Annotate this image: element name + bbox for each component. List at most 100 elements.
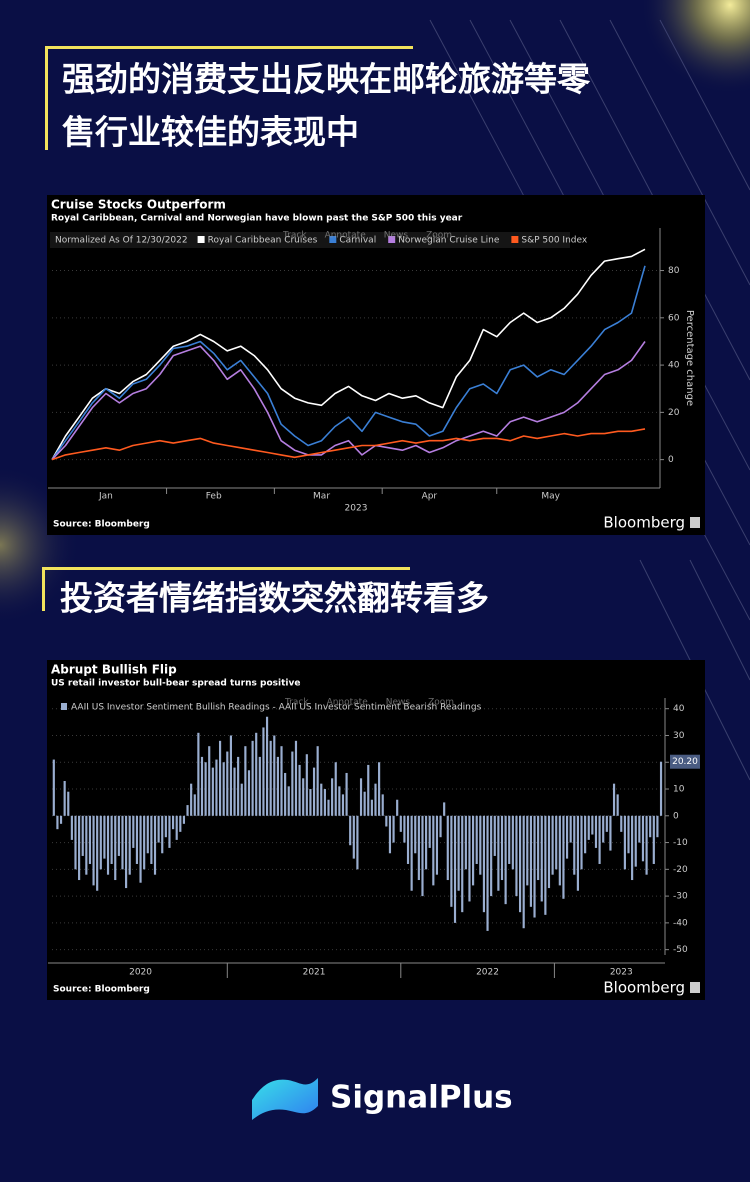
bar: [468, 815, 471, 902]
bar: [128, 815, 131, 875]
legend-background: [50, 232, 570, 248]
x-tick-label: Mar: [313, 492, 330, 502]
series-line: [51, 428, 646, 461]
bar: [388, 815, 392, 854]
brand-name: SignalPlus: [330, 1080, 513, 1116]
bar: [620, 815, 623, 832]
logo-icon: [690, 517, 700, 528]
bar: [211, 767, 214, 816]
x-tick-label: Apr: [422, 492, 438, 502]
heading-text: 强劲的消费支出反映在邮轮旅游等零: [62, 60, 591, 99]
bar: [125, 815, 128, 889]
bar: [540, 815, 543, 902]
bar: [182, 815, 186, 824]
brand: SignalPlus: [252, 1078, 513, 1120]
x-tick-label: 2022: [476, 968, 499, 978]
bar: [475, 815, 478, 864]
bar: [204, 762, 207, 816]
legend-swatch: [329, 236, 337, 243]
bar: [641, 815, 645, 862]
value-label-box: [670, 754, 700, 769]
bar: [132, 815, 135, 848]
bar: [193, 794, 196, 816]
chart-subtitle: Royal Caribbean, Carnival and Norwegian …: [51, 214, 463, 224]
bar: [139, 815, 142, 883]
bar: [280, 746, 283, 816]
bar: [233, 767, 236, 816]
bar: [392, 815, 395, 843]
bar: [399, 815, 402, 832]
y-tick-label: 20: [668, 408, 680, 418]
bar: [255, 732, 258, 816]
bar: [602, 815, 605, 843]
bar: [345, 772, 348, 816]
bar: [385, 815, 388, 827]
y-tick-label: 40: [673, 704, 685, 714]
x-tick-label: Feb: [206, 492, 222, 502]
bar: [435, 815, 439, 875]
bar: [114, 815, 117, 881]
bar: [652, 815, 655, 864]
y-tick-label: -30: [673, 892, 688, 902]
bar: [273, 735, 276, 816]
y-tick-label: -40: [673, 918, 688, 928]
bar: [338, 786, 341, 816]
legend-swatch: [511, 236, 519, 243]
bar: [146, 815, 149, 854]
heading-text: 投资者情绪指数突然翻转看多: [60, 579, 489, 618]
toolbar-item: News: [384, 231, 409, 241]
bar: [218, 740, 222, 816]
y-tick-label: 60: [668, 313, 680, 323]
bar: [269, 740, 272, 816]
y-tick-label: -50: [673, 945, 688, 955]
bar: [529, 815, 532, 907]
bar: [316, 746, 319, 816]
bar: [143, 815, 146, 870]
y-tick-label: -20: [673, 865, 688, 875]
bar: [490, 815, 493, 897]
bar: [258, 756, 261, 816]
bar: [251, 740, 254, 816]
bar: [612, 783, 616, 816]
bar: [453, 815, 457, 923]
bar: [547, 815, 551, 889]
y-tick-label: 80: [668, 266, 680, 276]
bar: [443, 802, 446, 816]
toolbar-item: Track: [282, 231, 307, 241]
legend-label: AAII US Investor Sentiment Bullish Readi…: [71, 703, 482, 713]
legend-label: Carnival: [339, 236, 376, 246]
bar: [537, 815, 540, 881]
series-line: [51, 265, 646, 461]
bar: [446, 815, 449, 881]
bar: [294, 740, 298, 816]
bar: [320, 783, 323, 816]
x-axis-label: 2023: [345, 504, 368, 514]
bar: [428, 815, 431, 848]
bar: [472, 815, 475, 886]
bar: [558, 815, 561, 886]
bar: [482, 815, 486, 913]
bar: [598, 815, 601, 864]
legend-note: Normalized As Of 12/30/2022: [55, 236, 188, 246]
bar: [186, 805, 189, 816]
bar: [305, 754, 308, 816]
heading-bar: [42, 567, 410, 570]
bar: [135, 815, 139, 864]
bar: [497, 815, 500, 891]
chart: Abrupt Bullish Flip US retail investor bu…: [47, 660, 705, 1000]
legend-label: Royal Caribbean Cruises: [208, 236, 318, 246]
bar: [334, 762, 337, 816]
heading-text: 售行业较佳的表现中: [62, 113, 359, 152]
toolbar-item: Track: [284, 698, 309, 708]
bar: [378, 762, 381, 816]
bar: [265, 716, 269, 816]
bar: [172, 815, 175, 830]
bar: [457, 815, 460, 891]
heading-bar: [45, 46, 413, 49]
bar: [533, 815, 536, 918]
bar: [656, 815, 659, 838]
bar: [396, 799, 399, 816]
x-tick-label: Jan: [98, 492, 113, 502]
bar: [222, 762, 225, 816]
bar: [406, 815, 410, 864]
